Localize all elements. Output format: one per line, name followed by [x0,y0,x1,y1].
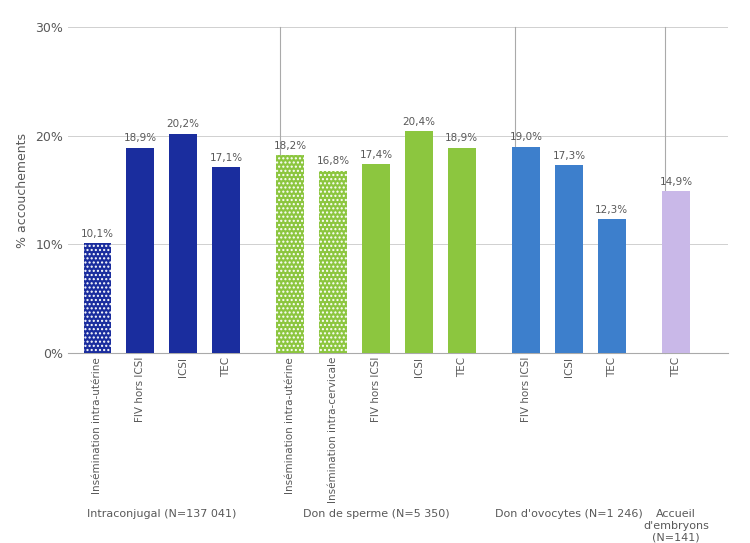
Text: 20,2%: 20,2% [166,119,200,129]
Bar [598,219,626,353]
Bar [127,148,154,353]
Text: Don d'ovocytes (N=1 246): Don d'ovocytes (N=1 246) [495,509,643,519]
Text: 18,2%: 18,2% [274,141,307,151]
Bar [512,147,540,353]
Text: Don de sperme (N=5 350): Don de sperme (N=5 350) [303,509,449,519]
Bar [277,155,304,353]
Bar [405,131,433,353]
Bar [170,134,197,353]
Text: Accueil
d'embryons
(N=141): Accueil d'embryons (N=141) [644,509,709,542]
Text: 18,9%: 18,9% [446,134,478,143]
Bar [212,167,240,353]
Text: 17,4%: 17,4% [359,150,393,160]
Text: 12,3%: 12,3% [596,205,628,215]
Bar [662,191,690,353]
Text: 17,1%: 17,1% [209,153,243,163]
Text: 19,0%: 19,0% [509,132,542,142]
Text: 18,9%: 18,9% [124,134,157,143]
Text: 14,9%: 14,9% [659,177,693,187]
Bar [448,148,476,353]
Y-axis label: % accouchements: % accouchements [16,132,28,248]
Bar [277,155,304,353]
Bar [555,165,583,353]
Text: 10,1%: 10,1% [81,229,114,239]
Bar [83,243,112,353]
Bar [320,171,347,353]
Bar [83,243,112,353]
Text: 17,3%: 17,3% [552,151,586,161]
Bar [362,164,390,353]
Bar [320,171,347,353]
Text: 16,8%: 16,8% [316,156,350,166]
Text: Intraconjugal (N=137 041): Intraconjugal (N=137 041) [87,509,236,519]
Text: 20,4%: 20,4% [403,117,436,127]
